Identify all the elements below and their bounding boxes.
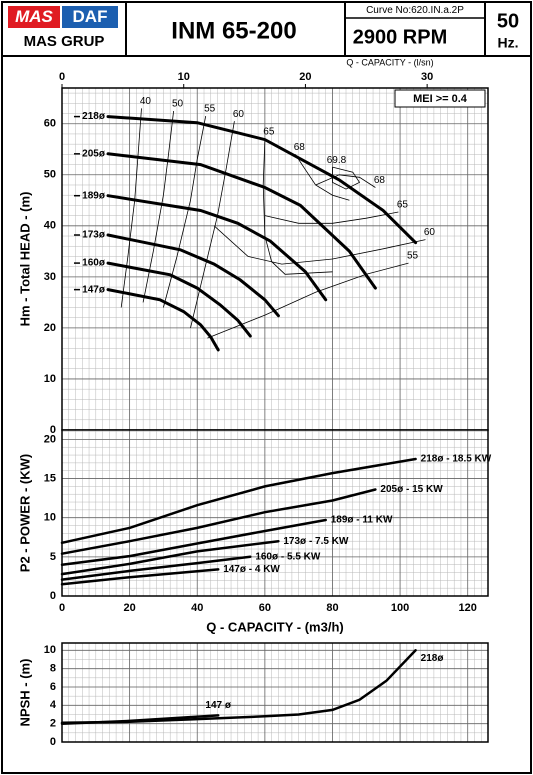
y-axis-title: P2 - POWER - (KW): [17, 454, 32, 572]
efficiency-curve: [315, 174, 376, 188]
efficiency-label: 55: [204, 104, 216, 115]
curve-label: 218ø - 18.5 KW: [421, 454, 492, 465]
efficiency-curve: [163, 116, 207, 308]
plot-frame: [61, 642, 489, 743]
curve: [60, 714, 220, 725]
plot-area: [62, 430, 488, 596]
efficiency-curve: [207, 262, 409, 339]
x2-tick-label: 30: [421, 71, 433, 83]
y-tick-label: 5: [50, 551, 56, 563]
y-tick-label: 20: [44, 322, 56, 334]
logo-grup: MAS GRUP: [24, 33, 105, 50]
logo-daf-box: [62, 6, 118, 28]
annotation-box: [394, 89, 486, 108]
logo-mas: MAS: [15, 7, 53, 26]
curve: [60, 518, 327, 566]
y-tick-label: 40: [44, 220, 56, 232]
x2-axis-title: Q - CAPACITY - (l/sn): [346, 57, 433, 67]
speed: 2900 RPM: [353, 26, 448, 48]
curve-label: 147ø: [82, 284, 106, 295]
curve-label: 205ø: [82, 148, 106, 159]
efficiency-label: 40: [140, 96, 152, 107]
frequency-unit: Hz.: [498, 35, 519, 51]
y-tick-label: 50: [44, 169, 56, 181]
curve-label: 218ø: [421, 653, 445, 664]
x2-tick-label: 10: [178, 71, 190, 83]
curve-label: 147ø - 4 KW: [223, 564, 280, 575]
model-title: INM 65-200: [171, 17, 296, 44]
efficiency-curve: [332, 166, 361, 190]
efficiency-label: 60: [233, 109, 245, 120]
curve: [106, 115, 418, 245]
efficiency-curve: [142, 110, 174, 303]
curve-label: 218ø: [82, 111, 106, 122]
y-tick-label: 10: [44, 644, 56, 656]
efficiency-curve: [213, 225, 426, 265]
frequency: 50: [497, 10, 519, 32]
efficiency-label: 68: [294, 142, 306, 153]
curve: [106, 233, 280, 318]
y-tick-label: 2: [50, 718, 56, 730]
y-tick-label: 0: [50, 736, 56, 748]
y-axis-title: Hm - Total HEAD - (m): [17, 192, 32, 327]
annotation: MEI >= 0.4: [413, 93, 468, 105]
y-tick-label: 60: [44, 118, 56, 130]
curve: [106, 288, 220, 352]
x-tick-label: 80: [326, 602, 338, 614]
y-tick-label: 4: [50, 699, 57, 711]
x-tick-label: 0: [59, 602, 65, 614]
y-tick-label: 10: [44, 373, 56, 385]
y-tick-label: 20: [44, 433, 56, 445]
logo-mas-box: [8, 6, 60, 28]
curve: [106, 261, 252, 338]
y-tick-label: 10: [44, 512, 56, 524]
curve: [60, 539, 280, 576]
x-tick-label: 120: [459, 602, 477, 614]
curve-label: 147 ø: [205, 700, 231, 711]
logo-daf: DAF: [73, 7, 108, 26]
x2-tick-label: 0: [59, 71, 65, 83]
curve: [60, 568, 220, 586]
x-axis-title: Q - CAPACITY - (m3/h): [206, 619, 343, 634]
curve-label: 189ø: [82, 190, 106, 201]
y-tick-label: 8: [50, 663, 56, 675]
x-tick-label: 20: [123, 602, 135, 614]
efficiency-label: 50: [172, 99, 184, 110]
curve: [60, 488, 377, 555]
efficiency-curve: [264, 211, 399, 224]
efficiency-label: 65: [263, 127, 275, 138]
curve: [60, 649, 417, 725]
y-tick-label: 0: [50, 424, 56, 436]
curve: [60, 457, 417, 545]
efficiency-label: 68: [374, 175, 386, 186]
y-axis-title: NPSH - (m): [17, 659, 32, 727]
y-tick-label: 0: [50, 590, 56, 602]
curve: [106, 194, 328, 302]
y-tick-label: 15: [44, 472, 56, 484]
efficiency-label: 60: [424, 227, 436, 238]
curve-label: 173ø: [82, 230, 106, 241]
curve-number: Curve No:620.IN.a.2P: [366, 5, 464, 16]
efficiency-label: 69.8: [327, 155, 347, 166]
curve-label: 189ø - 11 KW: [331, 515, 393, 526]
curve: [60, 555, 252, 581]
curve: [106, 152, 377, 290]
y-tick-label: 30: [44, 271, 56, 283]
efficiency-label: 65: [397, 200, 409, 211]
x-tick-label: 60: [259, 602, 271, 614]
plot-frame: [61, 429, 489, 597]
x2-tick-label: 20: [299, 71, 311, 83]
curve-label: 205ø - 15 KW: [380, 484, 443, 495]
efficiency-label: 55: [407, 251, 419, 262]
efficiency-curve: [262, 138, 333, 275]
x-tick-label: 100: [391, 602, 409, 614]
x-tick-label: 40: [191, 602, 203, 614]
curve-label: 160ø - 5.5 KW: [255, 551, 321, 562]
curve-label: 160ø: [82, 258, 106, 269]
y-tick-label: 6: [50, 681, 56, 693]
curve-label: 173ø - 7.5 KW: [283, 536, 349, 547]
